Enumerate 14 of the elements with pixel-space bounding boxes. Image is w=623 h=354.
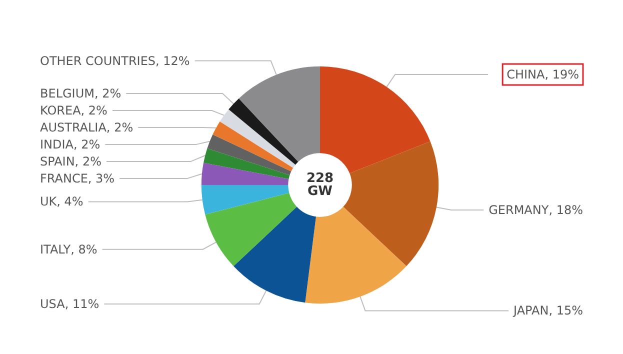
slice-label: SPAIN, 2% [40,154,102,169]
slice-label: OTHER COUNTRIES, 12% [40,54,190,68]
slice-label: ITALY, 8% [40,242,98,256]
slice-label: GERMANY, 18% [488,203,583,218]
slice-label: INDIA, 2% [40,138,100,152]
text: 228 GW [306,171,334,199]
slice-label: UK, 4% [40,194,84,209]
slice-label: BELGIUM, 2% [40,86,122,101]
slice-label: USA, 11% [40,297,100,312]
slice-label: FRANCE, 3% [40,172,115,186]
slice-label: CHINA, 19% [506,68,579,82]
slice-label: JAPAN, 15% [512,304,583,318]
slice-label: AUSTRALIA, 2% [40,120,134,135]
slice-label: KOREA, 2% [40,104,108,118]
